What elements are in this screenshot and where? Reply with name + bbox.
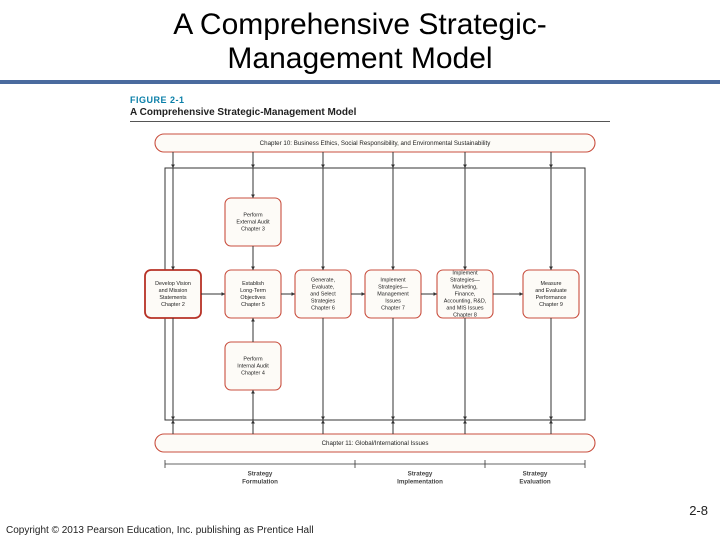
box-b4: EstablishLong-TermObjectivesChapter 5 [225,270,281,318]
svg-text:Perform: Perform [243,356,263,362]
svg-text:Develop Vision: Develop Vision [155,281,191,287]
svg-text:Chapter 10: Business Ethics, S: Chapter 10: Business Ethics, Social Resp… [260,140,492,147]
box-b2: PerformExternal AuditChapter 3 [225,198,281,246]
svg-text:Chapter 9: Chapter 9 [539,302,563,308]
svg-text:Objectives: Objectives [240,295,265,301]
svg-text:Formulation: Formulation [242,479,278,486]
svg-text:Chapter 4: Chapter 4 [241,370,265,376]
svg-text:Evaluation: Evaluation [519,479,551,486]
copyright-text: Copyright © 2013 Pearson Education, Inc.… [6,525,314,536]
svg-text:Generate,: Generate, [311,277,335,283]
figure-header: FIGURE 2-1 A Comprehensive Strategic-Man… [130,95,610,122]
svg-text:Performance: Performance [536,295,567,301]
svg-text:Chapter 3: Chapter 3 [241,226,265,232]
page-number: 2-8 [689,503,708,518]
box-b6: ImplementStrategies—ManagementIssuesChap… [365,270,421,318]
svg-text:Management: Management [377,291,409,297]
svg-text:Chapter 5: Chapter 5 [241,302,265,308]
diagram: Chapter 10: Business Ethics, Social Resp… [125,128,625,503]
svg-text:Long-Term: Long-Term [240,288,266,294]
svg-text:External Audit: External Audit [236,219,270,225]
svg-text:Chapter 8: Chapter 8 [453,312,477,318]
svg-text:and Evaluate: and Evaluate [535,288,566,294]
svg-text:Strategies—: Strategies— [450,277,480,283]
figure-label: FIGURE 2-1 [130,95,610,105]
svg-text:Strategies—: Strategies— [378,284,408,290]
box-b3: PerformInternal AuditChapter 4 [225,342,281,390]
top-bar-chapter10: Chapter 10: Business Ethics, Social Resp… [155,134,595,152]
svg-text:and Select: and Select [310,291,336,297]
svg-text:Implement: Implement [452,270,478,276]
title-line2: Management Model [227,42,492,75]
svg-text:Perform: Perform [243,212,263,218]
svg-text:Marketing,: Marketing, [452,284,478,290]
figure-caption: A Comprehensive Strategic-Management Mod… [130,107,610,118]
svg-text:Chapter 7: Chapter 7 [381,305,405,311]
svg-text:Internal Audit: Internal Audit [237,363,269,369]
svg-text:Strategy: Strategy [523,471,548,478]
svg-text:Chapter 6: Chapter 6 [311,305,335,311]
svg-text:Accounting, R&D,: Accounting, R&D, [444,298,487,304]
svg-text:Measure: Measure [541,281,562,287]
svg-text:and Mission: and Mission [159,288,188,294]
svg-text:Implement: Implement [380,277,406,283]
svg-text:Strategy: Strategy [408,471,433,478]
figure-rule [130,121,610,122]
svg-text:and MIS Issues: and MIS Issues [446,305,483,311]
slide-title: A Comprehensive Strategic- Management Mo… [0,0,720,80]
box-b7: ImplementStrategies—Marketing,Finance,Ac… [437,270,493,318]
svg-text:Chapter 11: Global/Internation: Chapter 11: Global/International Issues [322,440,429,447]
svg-text:Strategy: Strategy [248,471,273,478]
box-b8: Measureand EvaluatePerformanceChapter 9 [523,270,579,318]
svg-text:Implementation: Implementation [397,479,443,486]
title-line1: A Comprehensive Strategic- [173,8,547,41]
svg-text:Chapter 2: Chapter 2 [161,302,185,308]
bottom-bar-chapter11: Chapter 11: Global/International Issues [155,434,595,452]
svg-text:Finance,: Finance, [455,291,476,297]
title-underline [0,80,720,84]
svg-text:Evaluate,: Evaluate, [312,284,335,290]
box-b1: Develop Visionand MissionStatementsChapt… [145,270,201,318]
svg-text:Strategies: Strategies [311,298,336,304]
box-b5: Generate,Evaluate,and SelectStrategiesCh… [295,270,351,318]
svg-text:Statements: Statements [159,295,187,301]
svg-text:Establish: Establish [242,281,264,287]
svg-text:Issues: Issues [385,298,401,304]
